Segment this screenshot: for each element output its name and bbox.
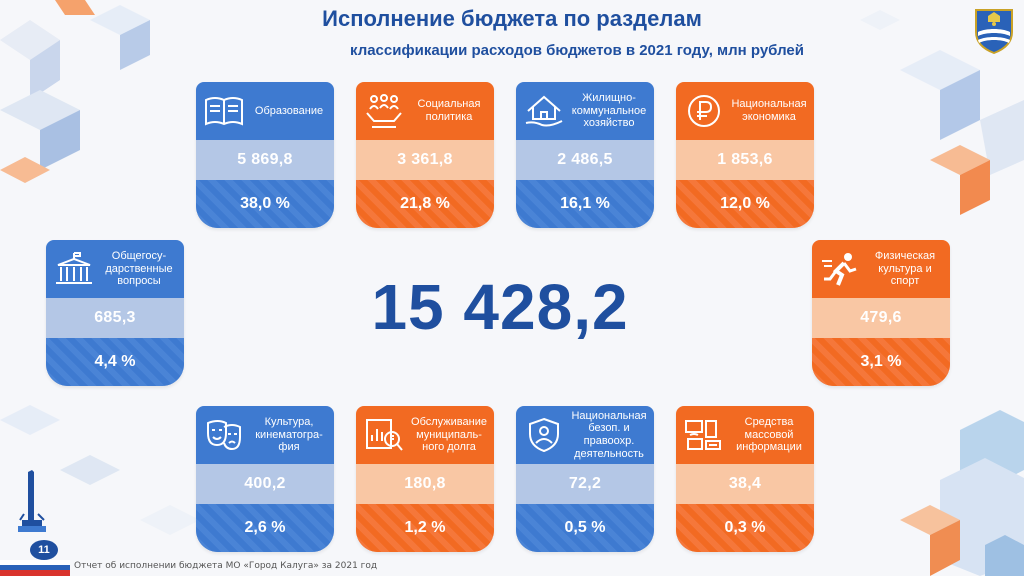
page-number: 11 — [30, 540, 58, 560]
footer-caption: Отчет об исполнении бюджета МО «Город Ка… — [74, 561, 378, 571]
book-icon — [202, 89, 246, 133]
card-housing-value: 2 486,5 — [516, 140, 654, 180]
government-building-icon — [52, 247, 96, 291]
card-economy-value: 1 853,6 — [676, 140, 814, 180]
card-culture: Культура, кинематогра-фия 400,2 2,6 % — [196, 406, 334, 552]
card-debt: Обслуживание муниципаль-ного долга 180,8… — [356, 406, 494, 552]
card-sport-value: 479,6 — [812, 298, 950, 338]
card-culture-label: Культура, кинематогра-фия — [255, 416, 323, 454]
card-education: Образование 5 869,8 38,0 % — [196, 82, 334, 228]
card-economy-percent: 12,0 % — [676, 180, 814, 228]
card-debt-percent: 1,2 % — [356, 504, 494, 552]
debt-chart-icon — [362, 413, 406, 457]
total-amount: 15 428,2 — [371, 271, 629, 343]
card-social-value: 3 361,8 — [356, 140, 494, 180]
media-devices-icon — [682, 413, 726, 457]
monument-icon — [18, 470, 46, 532]
card-social: Социальная политика 3 361,8 21,8 % — [356, 82, 494, 228]
card-debt-value: 180,8 — [356, 464, 494, 504]
page-subtitle: классификации расходов бюджетов в 2021 г… — [350, 42, 804, 59]
card-general: Общегосу-дарственные вопросы 685,3 4,4 % — [46, 240, 184, 386]
flag-stripes — [0, 560, 70, 576]
card-security-value: 72,2 — [516, 464, 654, 504]
card-social-label: Социальная политика — [417, 98, 481, 123]
card-general-label: Общегосу-дарственные вопросы — [105, 250, 173, 288]
card-housing: Жилищно-коммунальное хозяйство 2 486,5 1… — [516, 82, 654, 228]
card-sport-percent: 3,1 % — [812, 338, 950, 386]
card-media-percent: 0,3 % — [676, 504, 814, 552]
card-general-value: 685,3 — [46, 298, 184, 338]
card-education-label: Образование — [254, 104, 324, 117]
card-economy-label: Национальная экономика — [731, 98, 807, 123]
card-media: Средства массовой информации 38,4 0,3 % — [676, 406, 814, 552]
house-hand-icon — [522, 89, 566, 133]
card-culture-percent: 2,6 % — [196, 504, 334, 552]
card-security: Национальная безоп. и правоохр. деятельн… — [516, 406, 654, 552]
card-culture-value: 400,2 — [196, 464, 334, 504]
card-social-percent: 21,8 % — [356, 180, 494, 228]
card-sport-label: Физическая культура и спорт — [874, 250, 936, 288]
shield-person-icon — [522, 413, 566, 457]
card-security-percent: 0,5 % — [516, 504, 654, 552]
card-economy: Национальная экономика 1 853,6 12,0 % — [676, 82, 814, 228]
people-hands-icon — [362, 89, 406, 133]
card-general-percent: 4,4 % — [46, 338, 184, 386]
card-housing-label: Жилищно-коммунальное хозяйство — [571, 92, 647, 130]
card-education-percent: 38,0 % — [196, 180, 334, 228]
card-sport: Физическая культура и спорт 479,6 3,1 % — [812, 240, 950, 386]
city-emblem-icon — [975, 9, 1013, 54]
ruble-icon — [682, 89, 726, 133]
theater-masks-icon — [202, 413, 246, 457]
card-media-label: Средства массовой информации — [736, 416, 802, 454]
card-housing-percent: 16,1 % — [516, 180, 654, 228]
card-security-label: Национальная безоп. и правоохр. деятельн… — [571, 409, 647, 460]
page-title: Исполнение бюджета по разделам — [322, 6, 702, 31]
card-debt-label: Обслуживание муниципаль-ного долга — [411, 416, 487, 454]
card-education-value: 5 869,8 — [196, 140, 334, 180]
runner-icon — [818, 247, 862, 291]
card-media-value: 38,4 — [676, 464, 814, 504]
